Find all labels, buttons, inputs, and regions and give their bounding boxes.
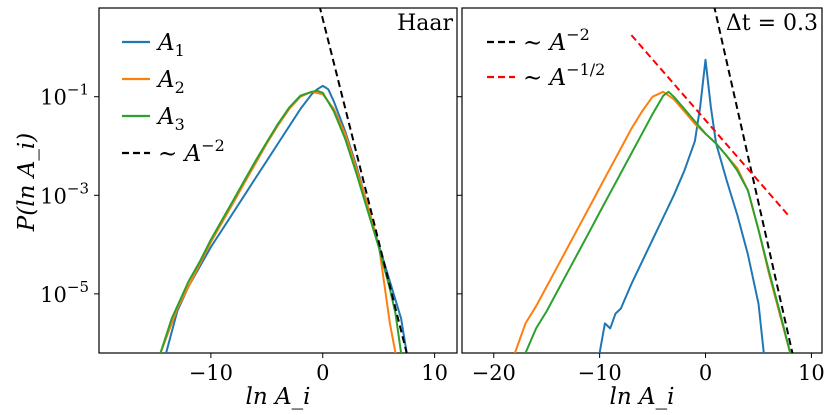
series-group-right: [513, 8, 794, 353]
panel-title-dt: Δt = 0.3: [726, 11, 818, 36]
series-group-left: [159, 8, 408, 353]
x-tick-label: −10: [577, 361, 621, 385]
y-tick-label: 10−1: [40, 81, 89, 110]
x-ticks-left: −10 0 10: [189, 353, 448, 385]
legend-label-a1: A1: [156, 30, 185, 60]
y-ticks-left: 10−1 10−3 10−5: [40, 81, 99, 307]
legend-label-pow05: ∼ A−1/2: [523, 60, 605, 91]
x-tick-label: −20: [472, 361, 516, 385]
y-ticks-right: [457, 96, 462, 295]
series-line-pow2: [318, 8, 408, 353]
panel-haar: −10 0 10 10−1 10−3 10−5 Haar ln A_i A1 A2 A3∼ …: [40, 7, 458, 410]
series-line-a3: [159, 89, 403, 353]
legend-right: ∼ A−2 ∼ A−1/2: [487, 25, 605, 91]
y-axis-label: P(ln A_i): [14, 133, 40, 232]
x-ticks-right: −20 −10 0 10: [472, 353, 825, 385]
x-tick-label: 0: [316, 361, 329, 385]
x-tick-label: 10: [421, 361, 448, 385]
x-tick-label: −10: [189, 361, 233, 385]
panel-dt: −20 −10 0 10 Δt = 0.3 ln A_i ∼ A−2 ∼ A−1/2: [457, 7, 825, 410]
series-line-pow05: [630, 34, 791, 219]
series-line-a2: [513, 90, 792, 353]
y-axis-label-text: P(ln A_i): [14, 133, 40, 232]
panel-title-haar: Haar: [397, 11, 453, 36]
legend-left: A1 A2 A3∼ A−2: [122, 30, 225, 167]
x-axis-label-left: ln A_i: [246, 384, 311, 410]
series-line-a2: [159, 90, 397, 353]
y-tick-label: 10−3: [40, 179, 89, 208]
plot-frame-right: [461, 7, 823, 354]
legend-label-pow2: ∼ A−2: [523, 25, 590, 56]
x-axis-label-right: ln A_i: [610, 384, 675, 410]
legend-label-a2: A2: [156, 67, 185, 97]
x-tick-label: 0: [699, 361, 712, 385]
legend-label-a3: A3: [156, 104, 185, 134]
x-tick-label: 10: [798, 361, 825, 385]
legend-label-pow2: ∼ A−2: [158, 136, 225, 167]
series-line-a1: [598, 58, 765, 353]
y-tick-label: 10−5: [40, 278, 89, 307]
series-line-a3: [524, 90, 792, 353]
series-line-pow2: [713, 8, 794, 353]
plot-frame-left: [98, 7, 458, 354]
